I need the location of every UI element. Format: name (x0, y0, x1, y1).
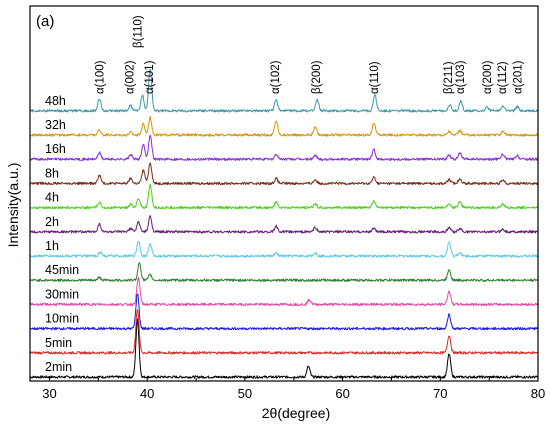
trace-4h (29, 183, 539, 210)
series-label-1h: 1h (45, 239, 59, 253)
trace-30min (29, 276, 539, 307)
y-axis-title: Intensity(a.u.) (5, 163, 21, 248)
axes (29, 5, 539, 382)
trace-48h (29, 68, 539, 113)
series-label-4h: 4h (45, 191, 59, 205)
peak-label-7: β(211) (443, 61, 455, 94)
trace-1h (29, 240, 539, 258)
x-axis-title: 2θ(degree) (262, 405, 331, 421)
peak-label-3: α(101) (144, 60, 156, 94)
trace-8h (29, 162, 539, 186)
series-label-45min: 45min (45, 263, 79, 277)
plot-frame (29, 5, 539, 382)
x-tick-label-30: 30 (42, 386, 56, 401)
series-label-32h: 32h (45, 118, 66, 132)
peak-label-4: α(102) (270, 60, 282, 94)
trace-10min (29, 293, 539, 331)
trace-16h (29, 134, 539, 161)
trace-2min (29, 318, 539, 379)
panel-label: (a) (36, 13, 54, 30)
series-label-8h: 8h (45, 166, 59, 180)
x-tick-label-40: 40 (140, 386, 154, 401)
peak-labels: α(100) α(002) β(110) α(101) α(102) β(200) α(11… (94, 15, 524, 94)
x-ticks: 30 40 50 60 70 80 (42, 376, 545, 401)
series-traces (29, 68, 539, 379)
peak-label-10: α(112) (497, 61, 509, 94)
peak-label-8: α(103) (455, 60, 467, 94)
series-label-30min: 30min (45, 287, 79, 301)
trace-45min (29, 262, 539, 282)
x-tick-label-80: 80 (531, 386, 545, 401)
series-label-16h: 16h (45, 142, 66, 156)
peak-label-5: β(200) (311, 60, 323, 94)
x-tick-label-60: 60 (335, 386, 349, 401)
peak-label-11: α(201) (513, 60, 525, 94)
series-label-48h: 48h (45, 94, 66, 108)
x-tick-label-70: 70 (433, 386, 447, 401)
series-label-2h: 2h (45, 215, 59, 229)
peak-label-0: α(100) (94, 60, 106, 94)
peak-label-1: α(002) (125, 60, 137, 94)
series-label-5min: 5min (45, 336, 72, 350)
series-label-2min: 2min (45, 360, 72, 374)
series-labels: 2min 5min 10min 30min 45min 1h 2h 4h 8h 16h 32h 48h (45, 94, 79, 374)
trace-2h (29, 215, 539, 234)
trace-32h (29, 115, 539, 137)
series-label-10min: 10min (45, 312, 79, 326)
trace-5min (29, 309, 539, 355)
x-tick-label-50: 50 (238, 386, 252, 401)
peak-label-6: α(110) (369, 61, 381, 94)
peak-label-9: α(200) (482, 60, 494, 94)
peak-label-2: β(110) (133, 15, 145, 48)
